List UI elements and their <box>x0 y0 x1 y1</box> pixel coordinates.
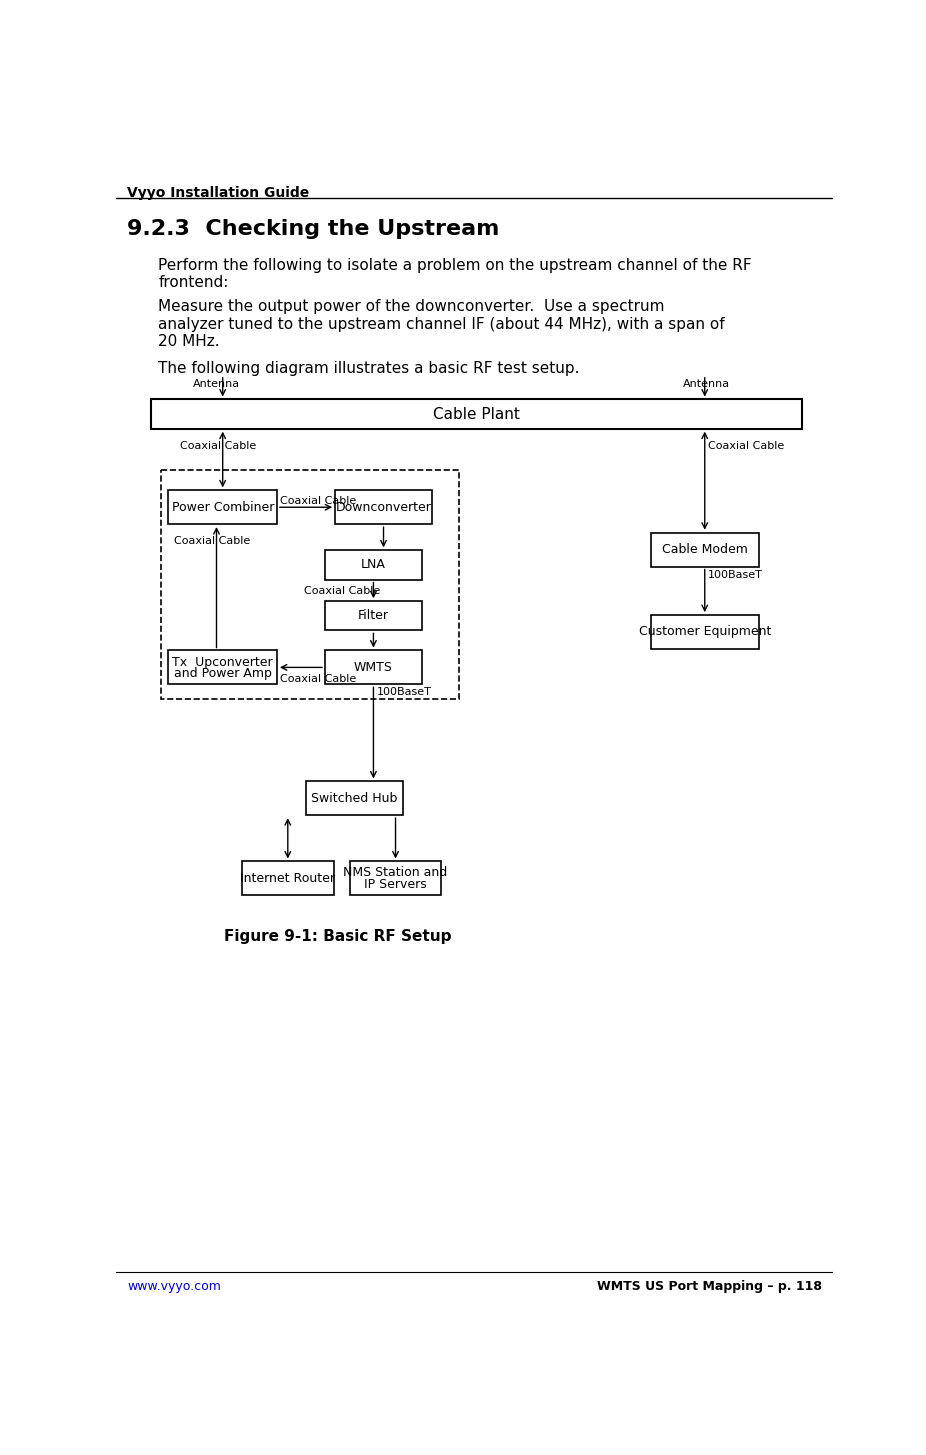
Text: Internet Router: Internet Router <box>241 872 335 885</box>
Text: and Power Amp: and Power Amp <box>174 666 271 679</box>
Text: Downconverter: Downconverter <box>335 501 432 514</box>
Bar <box>335 490 432 524</box>
Bar <box>306 781 403 815</box>
Text: Antenna: Antenna <box>683 380 731 388</box>
Text: WMTS US Port Mapping – p. 118: WMTS US Port Mapping – p. 118 <box>596 1279 821 1292</box>
Text: 9.2.3  Checking the Upstream: 9.2.3 Checking the Upstream <box>128 220 500 239</box>
Text: Filter: Filter <box>358 610 389 623</box>
Text: Coaxial Cable: Coaxial Cable <box>280 674 357 684</box>
Text: Cable Plant: Cable Plant <box>432 406 519 422</box>
Text: Figure 9-1: Basic RF Setup: Figure 9-1: Basic RF Setup <box>224 930 452 944</box>
Bar <box>151 400 802 429</box>
Text: Coaxial Cable: Coaxial Cable <box>304 586 380 595</box>
Text: Measure the output power of the downconverter.  Use a spectrum
analyzer tuned to: Measure the output power of the downconv… <box>158 300 725 349</box>
Text: Coaxial Cable: Coaxial Cable <box>174 537 250 547</box>
Text: WMTS: WMTS <box>354 661 393 674</box>
Text: Coaxial Cable: Coaxial Cable <box>280 496 357 506</box>
Bar <box>325 601 422 630</box>
Bar <box>169 490 277 524</box>
Bar <box>161 470 459 698</box>
Text: Tx  Upconverter: Tx Upconverter <box>172 656 273 668</box>
Text: 100BaseT: 100BaseT <box>377 687 432 697</box>
Bar <box>650 533 759 566</box>
Text: IP Servers: IP Servers <box>364 877 427 890</box>
Text: Cable Modem: Cable Modem <box>662 543 747 556</box>
Text: The following diagram illustrates a basic RF test setup.: The following diagram illustrates a basi… <box>158 361 580 375</box>
Text: NMS Station and: NMS Station and <box>344 867 447 879</box>
Text: Switched Hub: Switched Hub <box>311 792 397 805</box>
Bar <box>325 650 422 684</box>
Text: www.vyyo.com: www.vyyo.com <box>128 1279 221 1292</box>
Text: Vyyo Installation Guide: Vyyo Installation Guide <box>128 186 309 201</box>
Bar <box>650 615 759 649</box>
Bar <box>169 650 277 684</box>
Bar <box>242 861 333 895</box>
Bar <box>325 550 422 579</box>
Text: LNA: LNA <box>361 559 386 572</box>
Text: Coaxial Cable: Coaxial Cable <box>707 441 784 451</box>
Text: Perform the following to isolate a problem on the upstream channel of the RF
fro: Perform the following to isolate a probl… <box>158 258 752 290</box>
Text: 100BaseT: 100BaseT <box>707 569 763 579</box>
Text: Coaxial Cable: Coaxial Cable <box>180 441 257 451</box>
Bar <box>350 861 442 895</box>
Text: Customer Equipment: Customer Equipment <box>639 626 771 639</box>
Text: Antenna: Antenna <box>194 380 241 388</box>
Text: Power Combiner: Power Combiner <box>171 501 274 514</box>
